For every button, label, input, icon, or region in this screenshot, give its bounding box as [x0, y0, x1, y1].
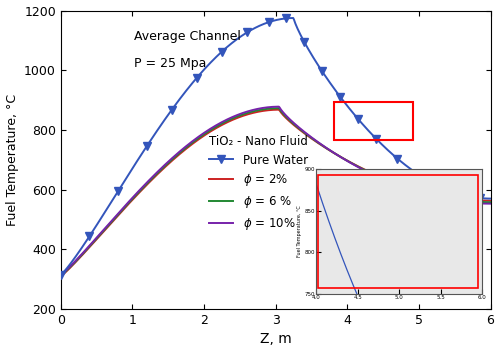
X-axis label: Z, m: Z, m	[260, 332, 292, 346]
Text: P = 25 Mpa: P = 25 Mpa	[134, 57, 206, 70]
Bar	[334, 102, 413, 140]
Text: Average Channel: Average Channel	[134, 30, 241, 43]
Y-axis label: Fuel Temperature, °C: Fuel Temperature, °C	[6, 94, 18, 226]
Legend: Pure Water, $\phi$ = 2%, $\phi$ = 6 %, $\phi$ = 10%: Pure Water, $\phi$ = 2%, $\phi$ = 6 %, $…	[204, 130, 312, 237]
